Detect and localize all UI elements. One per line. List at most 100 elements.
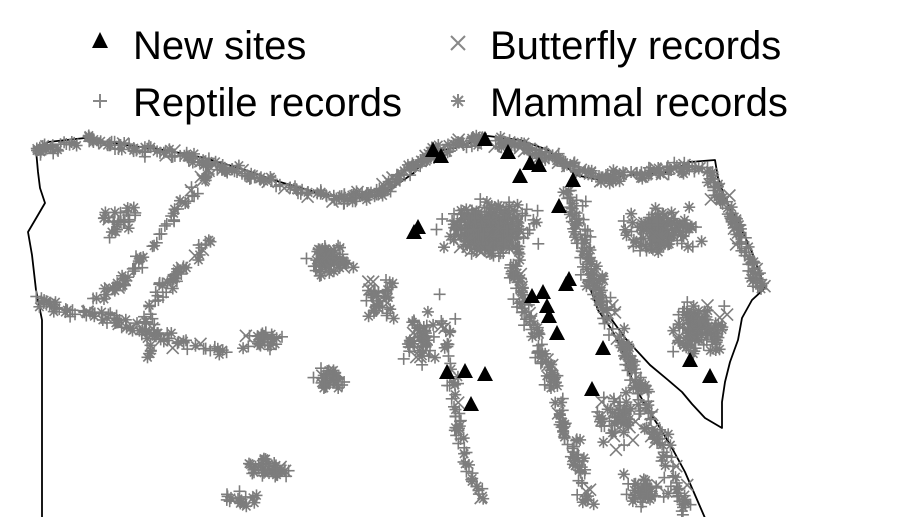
new-site-marker bbox=[512, 168, 528, 183]
mammal-record-marker bbox=[452, 136, 465, 149]
mammal-record-marker bbox=[701, 176, 714, 189]
butterfly-record-marker bbox=[166, 341, 180, 355]
reptile-record-marker bbox=[154, 146, 166, 159]
mammal-record-marker bbox=[634, 169, 647, 182]
mammal-record-marker bbox=[721, 202, 734, 215]
mammal-record-marker bbox=[711, 180, 724, 193]
reptile-record-marker bbox=[160, 286, 173, 299]
butterfly-record-marker bbox=[325, 195, 340, 209]
mammal-record-marker bbox=[376, 189, 389, 202]
reptile-record-marker bbox=[198, 172, 211, 185]
mammal-record-marker bbox=[264, 171, 277, 184]
mammal-record-marker bbox=[626, 495, 639, 508]
reptile-record-marker bbox=[320, 190, 333, 203]
mammal-record-marker bbox=[100, 288, 113, 301]
mammal-record-marker bbox=[185, 152, 198, 165]
mammal-record-marker bbox=[38, 138, 51, 151]
reptile-record-marker bbox=[382, 181, 395, 194]
mammal-record-marker bbox=[607, 164, 620, 177]
mammal-record-marker bbox=[530, 216, 543, 229]
reptile-record-marker bbox=[393, 174, 406, 187]
reptile-record-marker bbox=[568, 160, 581, 173]
reptile-record-marker bbox=[753, 267, 766, 280]
mammal-record-marker bbox=[545, 382, 557, 394]
mammal-record-marker bbox=[683, 201, 696, 214]
reptile-record-marker bbox=[119, 279, 131, 292]
reptile-record-marker bbox=[192, 239, 205, 251]
reptile-record-marker bbox=[746, 257, 759, 270]
reptile-record-marker bbox=[597, 391, 610, 404]
reptile-record-marker bbox=[747, 280, 760, 293]
mammal-record-marker bbox=[163, 143, 176, 156]
butterfly-record-marker bbox=[277, 181, 291, 195]
reptile-record-marker bbox=[300, 252, 313, 265]
legend: New sites Butterfly records Reptile reco… bbox=[92, 24, 788, 125]
reptile-record-marker bbox=[172, 203, 184, 215]
mammal-record-marker bbox=[363, 188, 376, 201]
mammal-record-marker bbox=[96, 314, 109, 326]
mammal-record-marker bbox=[620, 229, 633, 242]
reptile-record-marker bbox=[126, 262, 139, 275]
mammal-record-marker bbox=[685, 307, 698, 319]
reptile-record-marker bbox=[404, 169, 417, 182]
reptile-record-marker bbox=[130, 250, 142, 263]
legend-label-butterfly: Butterfly records bbox=[490, 24, 781, 68]
reptile-record-marker bbox=[152, 294, 165, 307]
legend-item-reptile: Reptile records bbox=[93, 81, 402, 125]
reptile-record-marker bbox=[337, 197, 350, 210]
butterfly-record-marker bbox=[167, 144, 181, 158]
butterfly-record-marker bbox=[450, 136, 464, 150]
reptile-record-marker bbox=[202, 152, 215, 165]
mammal-record-marker bbox=[127, 201, 140, 214]
reptile-record-marker bbox=[204, 344, 217, 357]
reptile-record-marker bbox=[449, 312, 462, 325]
mammal-record-marker bbox=[597, 436, 610, 449]
reptile-record-marker bbox=[663, 163, 676, 176]
new-site-marker bbox=[595, 340, 611, 355]
cross-icon bbox=[450, 35, 466, 51]
reptile-record-marker bbox=[433, 288, 446, 301]
mammal-record-marker bbox=[664, 439, 677, 452]
reptile-record-marker bbox=[406, 157, 419, 170]
mammal-record-marker bbox=[587, 498, 600, 511]
butterfly-record-marker bbox=[112, 317, 126, 331]
species-records bbox=[30, 129, 772, 517]
mammal-record-marker bbox=[144, 339, 157, 352]
mammal-record-marker bbox=[213, 348, 226, 361]
mammal-record-marker bbox=[109, 225, 122, 238]
mammal-record-marker bbox=[49, 296, 62, 309]
reptile-record-marker bbox=[686, 160, 699, 173]
reptile-record-marker bbox=[738, 246, 751, 259]
butterfly-record-marker bbox=[593, 174, 607, 188]
mammal-record-marker bbox=[555, 416, 567, 428]
mammal-record-marker bbox=[169, 272, 182, 285]
butterfly-record-marker bbox=[103, 281, 117, 296]
mammal-record-marker bbox=[483, 230, 495, 243]
mammal-record-marker bbox=[179, 197, 192, 210]
reptile-record-marker bbox=[177, 260, 190, 273]
mammal-record-marker bbox=[101, 139, 114, 152]
mammal-record-marker bbox=[47, 305, 60, 318]
mammal-record-marker bbox=[653, 240, 666, 253]
new-site-marker bbox=[549, 325, 565, 340]
reptile-record-marker bbox=[188, 190, 201, 203]
legend-label-mammal: Mammal records bbox=[490, 81, 788, 125]
reptile-record-marker bbox=[531, 204, 544, 217]
reptile-record-marker bbox=[307, 371, 320, 384]
reptile-record-marker bbox=[742, 264, 755, 277]
mammal-record-marker bbox=[132, 255, 145, 268]
reptile-record-marker bbox=[519, 209, 532, 222]
reptile-record-marker bbox=[696, 161, 709, 174]
mammal-record-marker bbox=[682, 240, 694, 253]
mammal-record-marker bbox=[695, 235, 708, 248]
reptile-record-marker bbox=[83, 135, 96, 148]
mammal-record-marker bbox=[625, 207, 638, 220]
reptile-record-marker bbox=[397, 352, 410, 365]
reptile-record-marker bbox=[749, 273, 762, 286]
reptile-record-marker bbox=[515, 137, 528, 149]
reptile-record-marker bbox=[165, 210, 178, 222]
mammal-record-marker bbox=[578, 233, 591, 246]
reptile-record-marker bbox=[46, 140, 58, 153]
reptile-record-marker bbox=[185, 181, 198, 194]
